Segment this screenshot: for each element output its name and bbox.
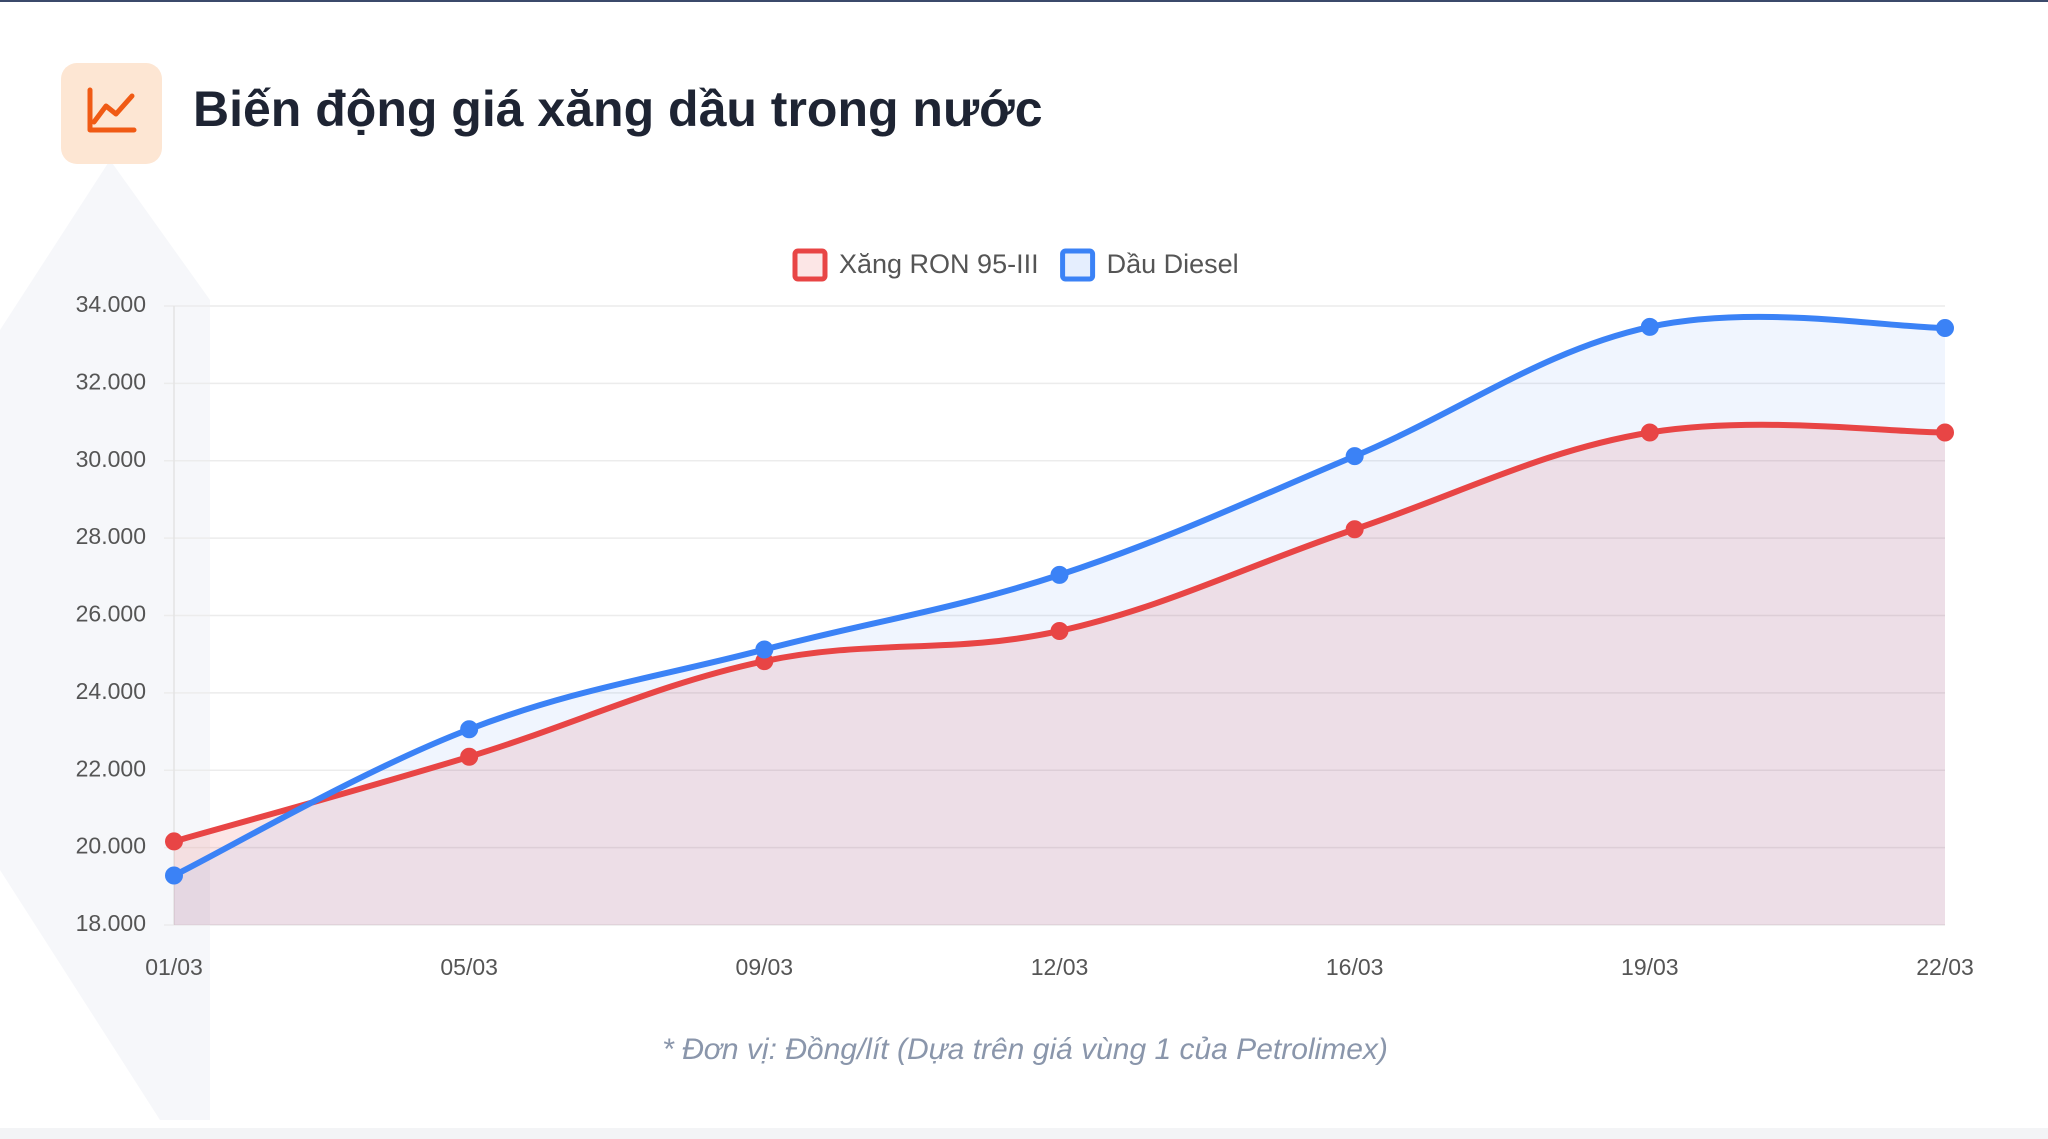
point xyxy=(1345,520,1364,539)
y-tick-label: 26.000 xyxy=(76,601,146,627)
y-tick-label: 20.000 xyxy=(76,833,146,859)
x-tick-label: 09/03 xyxy=(736,954,794,980)
point xyxy=(460,747,479,766)
point xyxy=(165,832,183,851)
legend-swatch xyxy=(1060,248,1096,282)
bottom-strip xyxy=(0,1128,2048,1139)
area xyxy=(174,316,1945,925)
point xyxy=(1640,317,1659,336)
x-tick-label: 01/03 xyxy=(145,954,203,980)
point xyxy=(165,866,183,885)
area xyxy=(174,424,1945,925)
x-tick-label: 05/03 xyxy=(440,954,498,980)
point xyxy=(1345,447,1364,466)
legend-label: Xăng RON 95-III xyxy=(839,249,1039,279)
y-tick-label: 28.000 xyxy=(76,523,146,549)
point xyxy=(460,720,479,739)
decor xyxy=(0,160,210,1120)
chart-title: Biến động giá xăng dầu trong nước xyxy=(193,81,1043,137)
chart-icon xyxy=(87,87,137,133)
y-tick-label: 34.000 xyxy=(76,291,146,317)
point xyxy=(1050,565,1069,584)
y-tick-label: 30.000 xyxy=(76,446,146,472)
point xyxy=(1936,423,1954,442)
x-tick-label: 16/03 xyxy=(1326,954,1384,980)
point xyxy=(755,640,774,659)
legend-label: Dầu Diesel xyxy=(1107,249,1239,279)
x-tick-label: 12/03 xyxy=(1031,954,1089,980)
caption: * Đơn vị: Đồng/lít (Dựa trên giá vùng 1 … xyxy=(662,1033,1388,1066)
y-tick-label: 18.000 xyxy=(76,910,146,936)
y-tick-label: 22.000 xyxy=(76,755,146,781)
legend-swatch xyxy=(792,248,828,282)
x-tick-label: 22/03 xyxy=(1916,954,1974,980)
x-tick-label: 19/03 xyxy=(1621,954,1679,980)
point xyxy=(1936,319,1954,338)
point xyxy=(1050,621,1069,640)
y-tick-label: 24.000 xyxy=(76,678,146,704)
y-tick-label: 32.000 xyxy=(76,368,146,394)
point xyxy=(1640,423,1659,442)
top-border xyxy=(0,0,2048,2)
